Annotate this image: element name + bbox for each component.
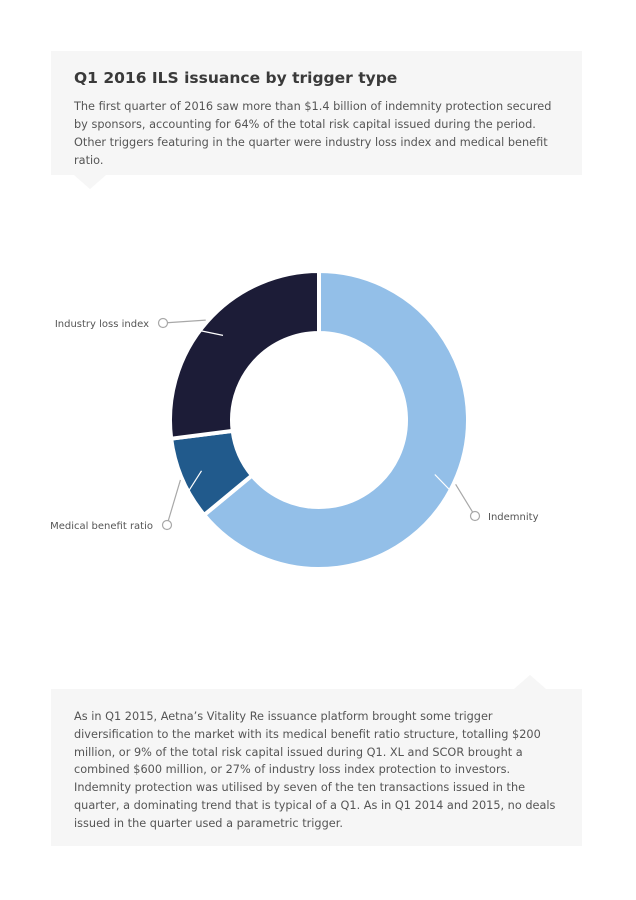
- commentary-panel: As in Q1 2015, Aetna’s Vitality Re issua…: [51, 675, 582, 846]
- slice-label: Industry loss index: [55, 319, 149, 330]
- intro-panel: Q1 2016 ILS issuance by trigger type The…: [51, 51, 582, 189]
- callout-dot: [157, 317, 169, 329]
- commentary-text: As in Q1 2015, Aetna’s Vitality Re issua…: [74, 710, 556, 830]
- callout-line: [166, 479, 181, 526]
- donut-chart: Indemnity Medical benefit ratio Industry l…: [50, 268, 539, 571]
- callout-dot: [469, 510, 481, 522]
- donut-slices: [168, 268, 470, 571]
- callout-dot: [161, 519, 173, 531]
- callout-line-inner: [162, 322, 224, 336]
- slice-industry-loss-index: [168, 268, 321, 441]
- callout-line-inner: [166, 470, 203, 526]
- chart-title: Q1 2016 ILS issuance by trigger type: [74, 69, 398, 87]
- donut-callouts: Indemnity Medical benefit ratio Industry l…: [50, 317, 539, 532]
- slice-label: Indemnity: [488, 512, 539, 523]
- slice-label: Medical benefit ratio: [50, 521, 153, 532]
- callout-line-inner: [434, 474, 476, 517]
- intro-text: The first quarter of 2016 saw more than …: [74, 100, 552, 167]
- slice-indemnity: [201, 268, 470, 571]
- callout-line: [455, 483, 476, 517]
- callout-line: [162, 319, 206, 324]
